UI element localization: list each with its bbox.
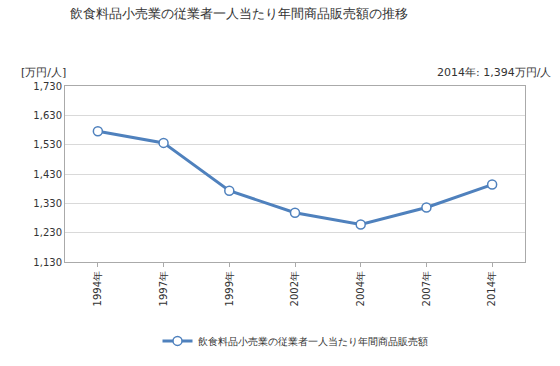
svg-text:1,530: 1,530 — [33, 139, 62, 150]
svg-text:2004年: 2004年 — [355, 271, 366, 306]
svg-text:飲食料品小売業の従業者一人当たり年間商品販売額: 飲食料品小売業の従業者一人当たり年間商品販売額 — [198, 336, 428, 347]
svg-text:2014年: 1,394万円/人: 2014年: 1,394万円/人 — [437, 66, 551, 79]
svg-text:1,130: 1,130 — [33, 257, 62, 268]
svg-text:飲食料品小売業の従業者一人当たり年間商品販売額の推移: 飲食料品小売業の従業者一人当たり年間商品販売額の推移 — [70, 6, 408, 21]
svg-text:1999年: 1999年 — [224, 271, 235, 306]
svg-text:1994年: 1994年 — [92, 271, 103, 306]
svg-text:1,730: 1,730 — [33, 81, 62, 92]
svg-text:1,430: 1,430 — [33, 169, 62, 180]
svg-text:2007年: 2007年 — [421, 271, 432, 306]
svg-text:2014年: 2014年 — [486, 271, 497, 306]
svg-text:[万円/人]: [万円/人] — [21, 66, 66, 79]
svg-text:1997年: 1997年 — [158, 271, 169, 306]
svg-text:1,230: 1,230 — [33, 227, 62, 238]
svg-text:1,330: 1,330 — [33, 198, 62, 209]
svg-text:1,630: 1,630 — [33, 110, 62, 121]
svg-text:2002年: 2002年 — [289, 271, 300, 306]
